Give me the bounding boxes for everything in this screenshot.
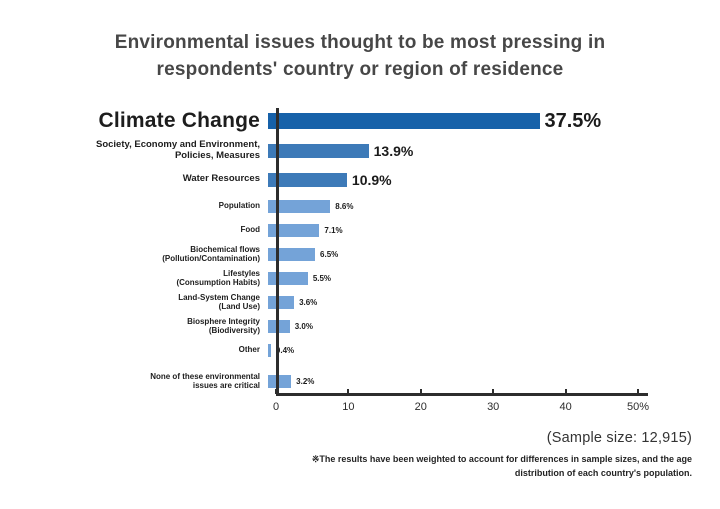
category-label: Water Resources	[182, 173, 260, 185]
category-label: Food	[240, 225, 260, 235]
category-label: Society, Economy and Environment, Policie…	[96, 138, 260, 161]
tick-mark	[637, 389, 639, 394]
value-label: 8.6%	[335, 201, 354, 211]
bar-row: Climate Change 37.5%	[8, 106, 708, 136]
bar-track: 3.6%	[268, 295, 630, 309]
chart-title-line2: respondents' country or region of reside…	[156, 58, 564, 80]
bar-track: 3.2%	[268, 374, 630, 388]
bar-row: Food 7.1%	[8, 218, 708, 242]
bar	[268, 223, 320, 237]
chart-title-line1: Environmental issues thought to be most …	[114, 32, 606, 53]
category-label: None of these environmental issues are cr…	[150, 371, 260, 390]
bar-row: Biosphere Integrity (Biodiversity) 3.0%	[8, 314, 708, 338]
category-label: Biochemical flows (Pollution/Contaminatio…	[162, 244, 260, 263]
bar	[268, 295, 295, 309]
bar-row: Biochemical flows (Pollution/Contaminatio…	[8, 242, 708, 266]
tick-label: 30	[487, 401, 500, 413]
x-axis-line: 0 10 20 30 40 50%	[272, 389, 649, 417]
bar	[268, 247, 316, 261]
bar-track: 7.1%	[268, 223, 630, 237]
bar-track: 8.6%	[268, 199, 630, 213]
bar-chart: Climate Change 37.5% Society, Economy and …	[8, 106, 708, 417]
value-label: 6.5%	[320, 249, 339, 259]
bar	[268, 143, 369, 158]
category-label: Climate Change	[98, 108, 260, 132]
bar	[268, 271, 308, 285]
bar-row: Population 8.6%	[8, 194, 708, 218]
x-axis-ticks: 0 10 20 30 40 50%	[272, 389, 649, 417]
category-label: Biosphere Integrity (Biodiversity)	[187, 316, 260, 335]
bar	[268, 199, 331, 213]
value-label: 7.1%	[324, 225, 343, 235]
bar	[268, 113, 540, 129]
tick-label: 40	[559, 401, 572, 413]
bar-row: Water Resources 10.9%	[8, 165, 708, 194]
tick-mark	[564, 389, 567, 394]
bar-track: 6.5%	[268, 247, 630, 261]
value-label: 3.2%	[296, 376, 315, 386]
footnote: ※The results have been weighted to accou…	[312, 453, 692, 481]
bar-track: 0.4%	[268, 343, 630, 357]
footnote-line2: distribution of each country's populatio…	[514, 467, 692, 478]
bar	[268, 374, 292, 388]
tick-mark	[347, 389, 350, 394]
bar-rows: Climate Change 37.5% Society, Economy and …	[8, 106, 708, 393]
bar-track: 37.5%	[268, 110, 630, 133]
category-label: Other	[238, 345, 260, 355]
category-label: Population	[218, 201, 260, 211]
tick-label: 0	[272, 401, 280, 413]
bar-track: 13.9%	[268, 143, 630, 159]
bar-track: 10.9%	[268, 172, 630, 188]
tick-label: 10	[342, 401, 355, 413]
bar-track: 5.5%	[268, 271, 630, 285]
bar-row: None of these environmental issues are cr…	[8, 369, 708, 393]
chart-title: Environmental issues thought to be most …	[0, 30, 720, 83]
sample-size-label: (Sample size: 12,915)	[546, 430, 692, 446]
bar-row: Other 0.4%	[8, 338, 708, 362]
tick-mark	[419, 389, 422, 394]
bar-track: 3.0%	[268, 319, 630, 333]
bar	[268, 172, 347, 187]
value-label: 13.9%	[373, 142, 414, 159]
bar-row: Lifestyles (Consumption Habits) 5.5%	[8, 266, 708, 290]
tick-label: 50%	[626, 401, 650, 413]
tick-mark	[492, 389, 495, 394]
value-label: 3.6%	[299, 297, 318, 307]
tick-label: 20	[414, 401, 427, 413]
value-label: 37.5%	[544, 109, 602, 132]
value-label: 3.0%	[294, 321, 313, 331]
bar-row: Society, Economy and Environment, Policie…	[8, 136, 708, 165]
value-label: 5.5%	[312, 273, 332, 283]
y-axis-line	[276, 108, 279, 393]
value-label: 0.4%	[275, 345, 295, 355]
value-label: 10.9%	[351, 171, 392, 188]
bar-row: Land-System Change (Land Use) 3.6%	[8, 290, 708, 314]
footnote-line1: ※The results have been weighted to accou…	[311, 454, 692, 464]
category-label: Land-System Change (Land Use)	[178, 292, 260, 311]
bar	[268, 343, 271, 357]
category-label: Lifestyles (Consumption Habits)	[176, 268, 260, 287]
